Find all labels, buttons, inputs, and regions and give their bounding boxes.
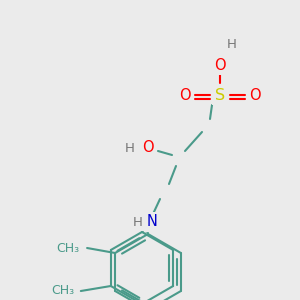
Text: O: O [214, 58, 226, 73]
Text: O: O [142, 140, 154, 155]
Text: S: S [215, 88, 225, 103]
Text: CH₃: CH₃ [52, 284, 75, 298]
Text: H: H [227, 38, 237, 52]
Text: O: O [179, 88, 191, 103]
Text: H: H [125, 142, 135, 154]
Text: H: H [133, 215, 143, 229]
Text: CH₃: CH₃ [56, 242, 79, 254]
Text: O: O [249, 88, 261, 103]
Text: N: N [147, 214, 158, 230]
